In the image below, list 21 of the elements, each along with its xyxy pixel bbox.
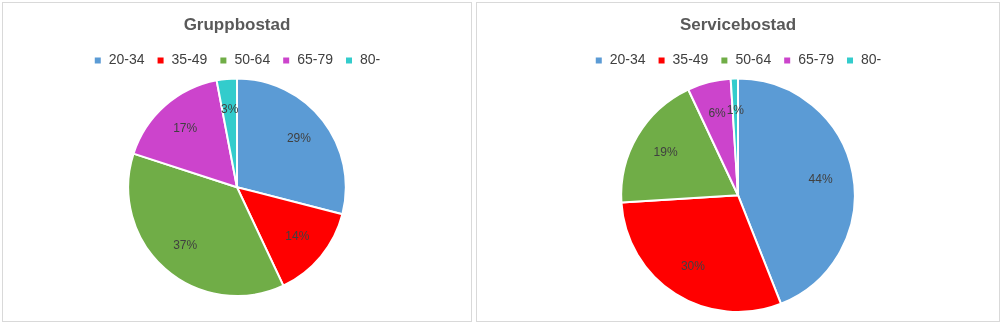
chart-title: Gruppbostad [183,14,291,34]
legend-label: 65-79 [798,51,835,68]
data-label: 19% [653,144,678,159]
data-label: 29% [286,131,312,146]
data-label: 14% [285,229,310,244]
chart-title: Servicebostad [679,14,797,34]
data-label: 37% [173,238,198,253]
data-label: 30% [680,258,706,273]
legend-label: 35-49 [171,51,208,68]
legend-label: 20-34 [609,51,646,68]
legend-label: 50-64 [735,51,772,68]
data-label: 44% [808,171,833,186]
data-label: 1% [726,103,745,118]
legend-label: 20-34 [108,51,145,68]
legend-label: 50-64 [234,51,271,68]
legend-label: 65-79 [297,51,334,68]
legend-label: 35-49 [672,51,709,68]
legend-label: 80- [360,51,381,68]
data-label: 6% [708,106,727,121]
data-label: 17% [173,120,198,135]
legend-label: 80- [861,51,882,68]
